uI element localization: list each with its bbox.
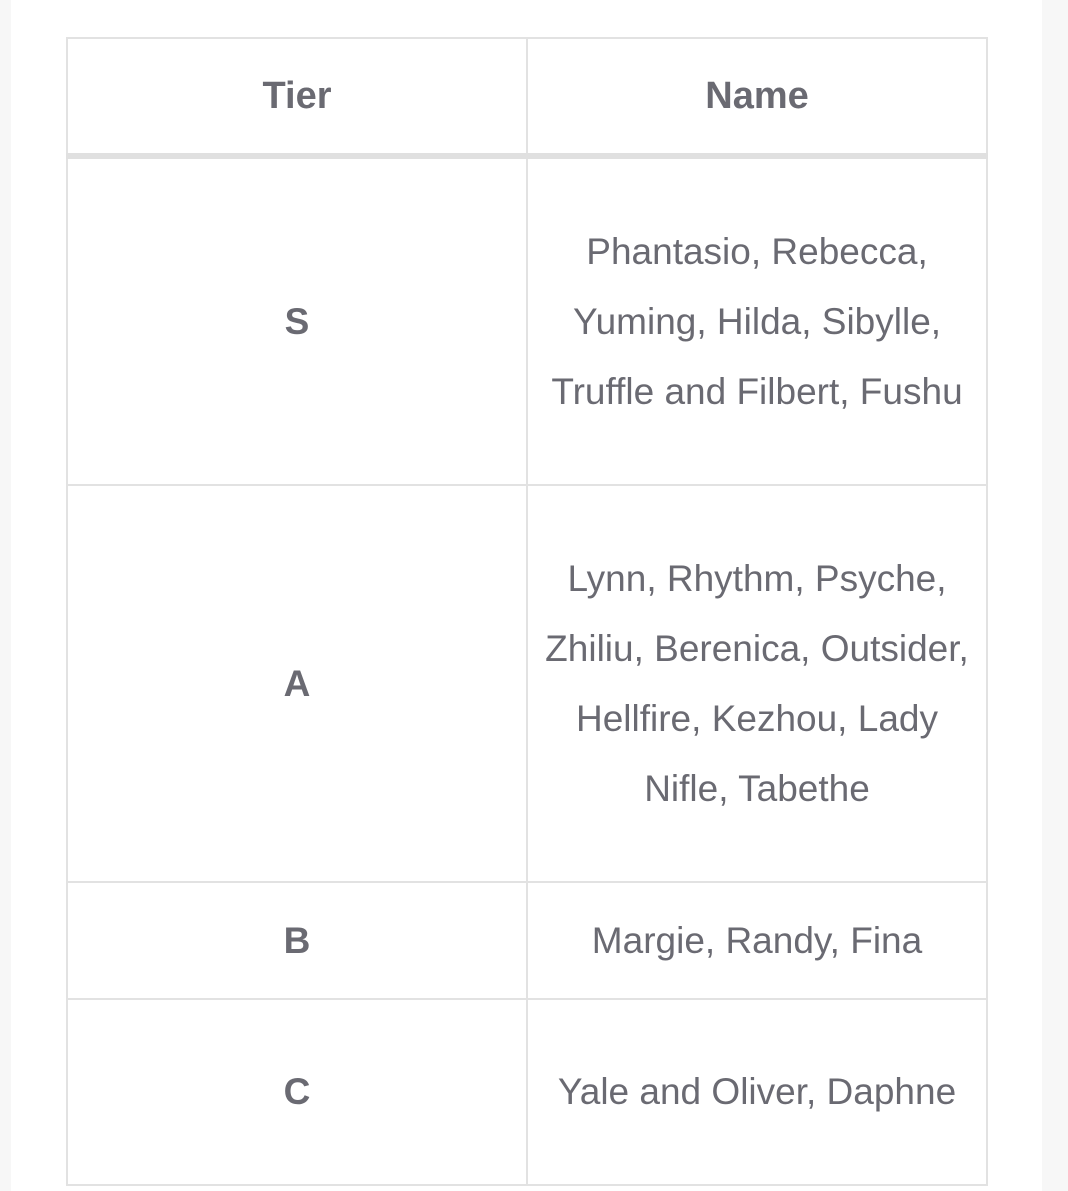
names-cell: Lynn, Rhythm, Psyche, Zhiliu, Berenica, … (526, 484, 988, 883)
page: Tier Name S Phantasio, Rebecca, Yuming, … (11, 0, 1042, 1191)
tier-cell: A (66, 484, 528, 883)
tier-cell: B (66, 881, 528, 1000)
header-name: Name (526, 37, 988, 159)
table-row: S Phantasio, Rebecca, Yuming, Hilda, Sib… (66, 155, 988, 486)
header-row: Tier Name (66, 37, 988, 159)
header-tier: Tier (66, 37, 528, 159)
names-cell: Yale and Oliver, Daphne (526, 998, 988, 1186)
names-cell: Phantasio, Rebecca, Yuming, Hilda, Sibyl… (526, 155, 988, 486)
table-row: A Lynn, Rhythm, Psyche, Zhiliu, Berenica… (66, 484, 988, 883)
tier-cell: C (66, 998, 528, 1186)
names-cell: Margie, Randy, Fina (526, 881, 988, 1000)
table-row: B Margie, Randy, Fina (66, 881, 988, 1000)
tier-table: Tier Name S Phantasio, Rebecca, Yuming, … (66, 37, 988, 1186)
table-row: C Yale and Oliver, Daphne (66, 998, 988, 1186)
tier-cell: S (66, 155, 528, 486)
